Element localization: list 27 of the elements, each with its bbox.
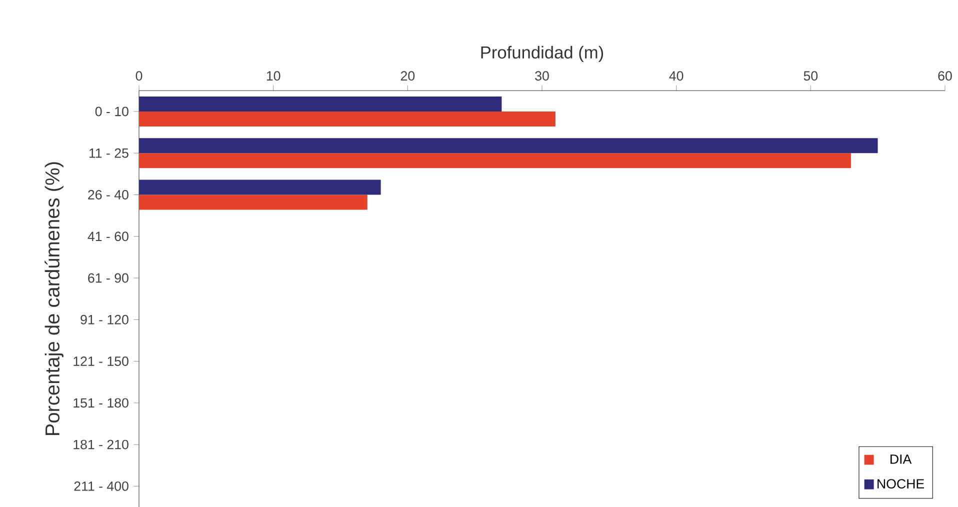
bar <box>139 194 368 210</box>
x-tick-label: 40 <box>669 71 684 80</box>
x-tick-label: 30 <box>535 71 549 80</box>
legend-label: DIA <box>890 454 912 464</box>
x-tick-label: 60 <box>938 71 952 80</box>
y-tick-label: 41 - 60 <box>88 232 128 241</box>
y-tick-label: 181 - 210 <box>74 440 128 450</box>
x-tick-label: 50 <box>804 71 818 80</box>
bar <box>139 96 502 112</box>
bar <box>139 111 556 126</box>
y-tick-label: 26 - 40 <box>88 190 128 200</box>
y-tick-label: 151 - 180 <box>74 398 128 408</box>
y-axis-title: Porcentaje de cardúmenes (%) <box>44 162 64 435</box>
y-tick-label: 211 - 400 <box>74 481 128 491</box>
y-tick-label: 61 - 90 <box>88 273 128 283</box>
legend-label: NOCHE <box>878 478 924 488</box>
bar <box>139 152 851 168</box>
y-tick-label: 11 - 25 <box>89 148 128 158</box>
bar <box>139 138 878 153</box>
x-axis-title: Profundidad (m) <box>481 46 604 62</box>
y-tick-label: 0 - 10 <box>95 106 128 116</box>
x-tick-label: 10 <box>266 71 280 80</box>
x-tick-label: 0 <box>136 71 142 80</box>
x-tick-label: 20 <box>400 71 415 80</box>
y-tick-label: 121 - 150 <box>74 356 128 366</box>
y-tick-label: 91 - 120 <box>80 314 128 324</box>
bar <box>139 180 381 195</box>
